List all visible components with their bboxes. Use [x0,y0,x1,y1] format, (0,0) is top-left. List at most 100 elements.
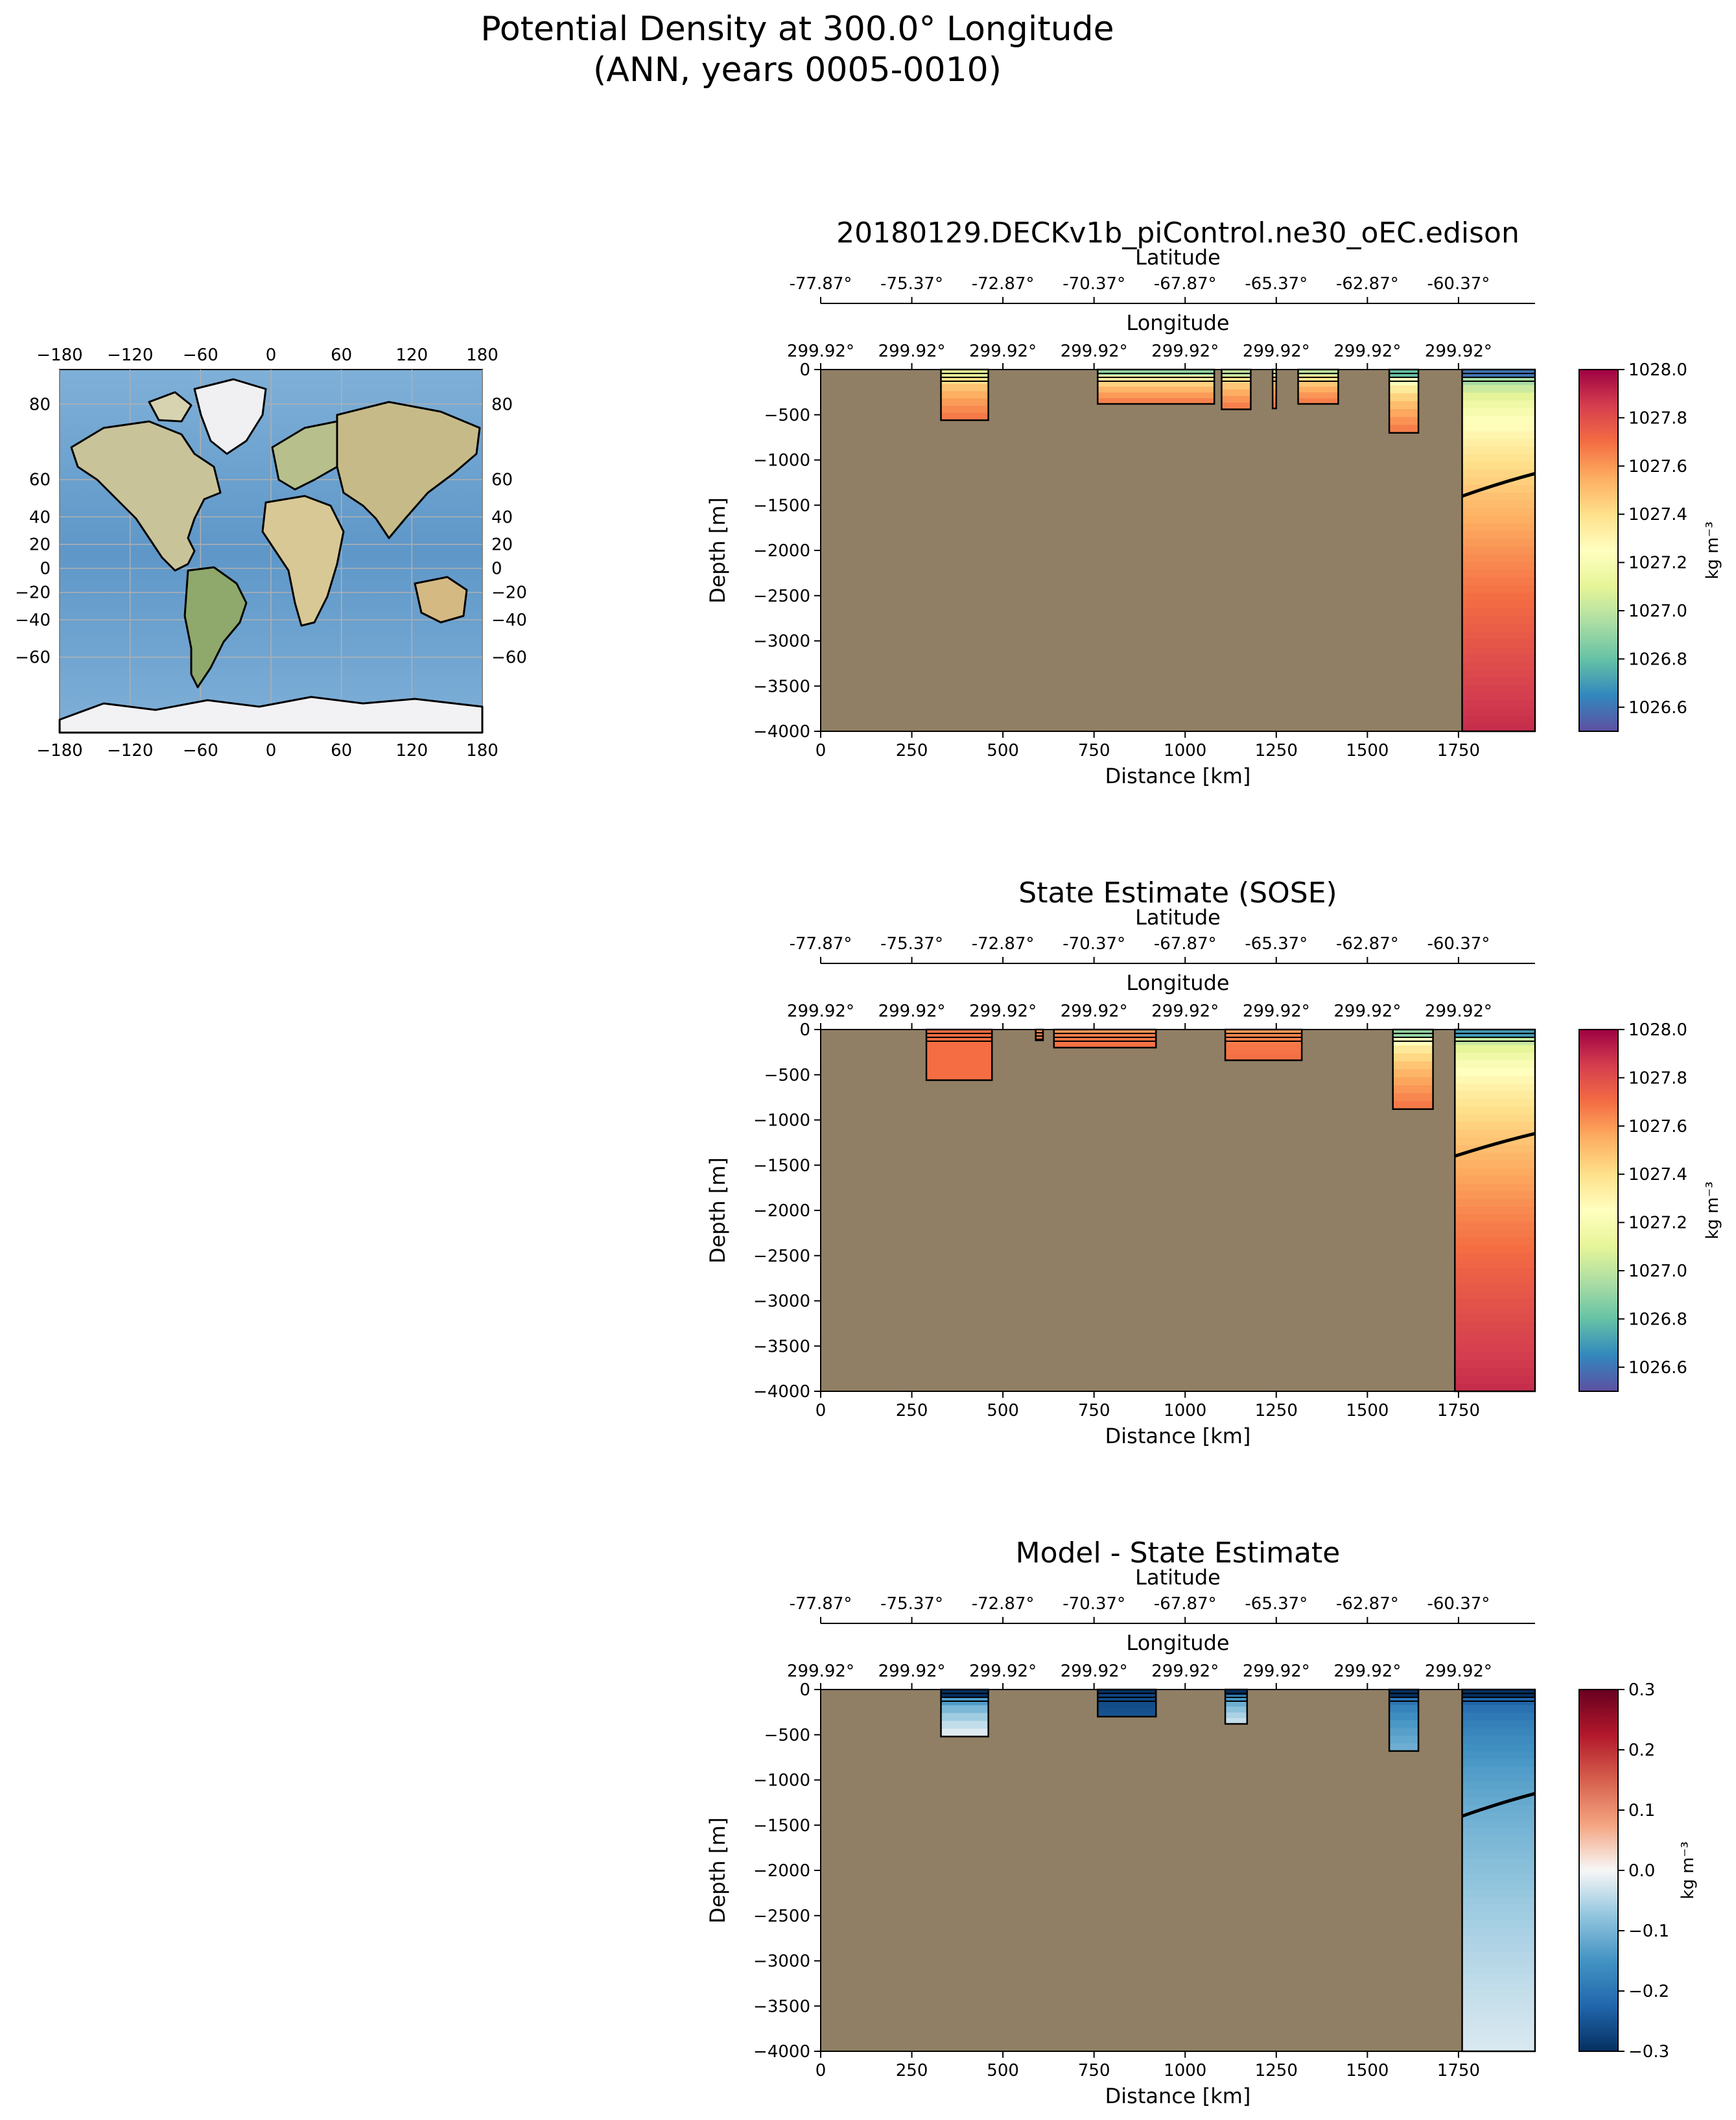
longitude-tick-label: 299.92° [1061,1002,1128,1021]
ocean-band [1298,386,1339,393]
ocean-band [1392,1069,1433,1078]
map-lon-tick-label: 0 [266,346,277,365]
ocean-band [1462,1990,1535,1998]
colorbar-tick-label: 1026.6 [1628,1358,1687,1378]
ocean-region [1035,1028,1044,1041]
land-background [821,370,1535,731]
y-tick-label: −1500 [753,1156,810,1175]
figure-title-line1: Potential Density at 300.0° Longitude [480,10,1114,49]
longitude-tick-label: 299.92° [1243,1662,1310,1681]
ocean-region [1224,1028,1303,1061]
x-tick-label: 1500 [1346,741,1389,760]
y-tick-label: −4000 [753,1382,810,1402]
ocean-band [1273,395,1276,403]
ocean-band [1298,392,1339,399]
colorbar-tick-label: 1027.8 [1628,1068,1687,1088]
ocean-region [1392,1028,1434,1111]
ocean-region [940,368,989,421]
map-lon-tick-label: −180 [36,346,82,365]
latitude-tick-label: -60.37° [1427,1594,1490,1614]
ocean-band [1455,1122,1535,1130]
x-tick-label: 500 [987,2061,1019,2080]
ocean-band [1455,1183,1535,1192]
colorbar-tick-label: 0.0 [1628,1861,1655,1881]
map-lon-ticks-top: −180 −120 −60 0 60 120 180 [36,346,499,365]
ocean-band [1462,631,1535,640]
panel-model: 20180129.DECKv1b_piControl.ne30_oEC.edis… [705,217,1722,788]
africa [261,495,345,627]
y-tick-label: −3500 [753,1997,810,2016]
ocean-band [926,1065,992,1074]
south-america [183,566,248,689]
ocean-band [1462,615,1535,624]
ocean-band [1225,1055,1302,1061]
ocean-band [1462,585,1535,593]
panel-sose: State Estimate (SOSE)LatitudeLongitude-7… [705,877,1722,1448]
ocean-band [1298,381,1339,388]
x-tick-label: 1250 [1255,2061,1298,2080]
latitude-axis-label: Latitude [1135,1565,1221,1590]
x-axis-label: Distance [km] [1105,2084,1251,2108]
ocean-band [1455,1322,1535,1330]
ocean-band [1462,716,1535,724]
map-lat-tick-label: −40 [491,611,527,630]
ocean-band [1462,1859,1535,1867]
density-contour-deep [1461,1792,1536,1818]
ocean-band [1462,1820,1535,1829]
ocean-band [1462,423,1535,432]
ocean-band [1392,1077,1433,1086]
ocean-band [1389,385,1419,394]
ocean-band [1462,2036,1535,2044]
longitude-tick-label: 299.92° [1425,342,1492,361]
ocean-band [1455,1152,1535,1161]
latitude-tick-label: -62.87° [1336,274,1399,294]
ocean-band [1455,1291,1535,1300]
ocean-band [1462,1867,1535,1875]
longitude-tick-label: 299.92° [787,342,854,361]
x-tick-label: 0 [815,741,827,760]
longitude-tick-label: 299.92° [787,1002,854,1021]
latitude-tick-label: -67.87° [1154,1594,1217,1614]
latitude-tick-label: -72.87° [972,274,1035,294]
ocean-band [1462,1928,1535,1937]
map-lat-tick-label: 80 [491,395,513,414]
colorbar [1578,1689,1619,2052]
latitude-tick-label: -75.37° [880,934,943,954]
longitude-tick-label: 299.92° [878,1002,946,1021]
longitude-tick-label: 299.92° [1425,1002,1492,1021]
colorbar-tick-label: 1027.0 [1628,1262,1687,1281]
latitude-tick-label: -67.87° [1154,274,1217,294]
y-tick-label: −2500 [753,587,810,606]
ocean-band [1455,1114,1535,1123]
latitude-tick-label: -77.87° [790,1594,852,1614]
y-tick-label: −2000 [753,1201,810,1221]
ocean-band [1097,1712,1156,1717]
latitude-tick-label: -65.37° [1245,934,1308,954]
y-tick-label: −3500 [753,1337,810,1356]
ocean-band [1389,393,1419,402]
ocean-band [1462,508,1535,517]
colorbar-label: kg m⁻³ [1703,1181,1722,1239]
ocean-band [941,412,989,421]
ocean-band [1462,685,1535,694]
map-lat-tick-label: 20 [29,536,51,555]
ocean-band [1462,500,1535,509]
ocean-region [1297,368,1339,405]
ocean-band [1462,1874,1535,1883]
latitude-tick-label: -70.37° [1062,934,1125,954]
ocean-band [1462,1728,1535,1736]
latitude-tick-label: -65.37° [1245,1594,1308,1614]
x-tick-label: 1000 [1164,2061,1206,2080]
ocean-band [1221,383,1251,390]
ocean-band [1455,1337,1535,1346]
colorbar-label: kg m⁻³ [1678,1841,1698,1899]
ocean-region [1097,368,1215,405]
map-lon-tick-label: −180 [36,741,82,760]
latitude-tick-label: -77.87° [790,274,852,294]
longitude-axis-label: Longitude [1126,1631,1229,1655]
ocean-band [1392,1085,1433,1094]
colorbar-tick-label: 1027.6 [1628,457,1687,477]
longitude-tick-label: 299.92° [1333,1662,1401,1681]
y-axis-label: Depth [m] [705,1157,730,1264]
